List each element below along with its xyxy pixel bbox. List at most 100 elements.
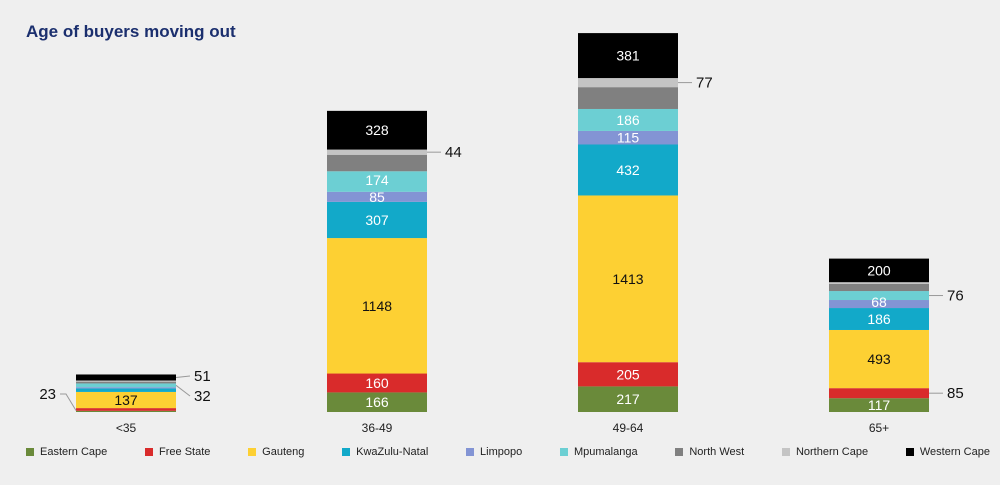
legend-swatch: [675, 448, 684, 456]
bar-segment-free-state: [76, 408, 176, 411]
bar-segment-gauteng: [578, 195, 678, 363]
legend-label: Gauteng: [262, 446, 305, 458]
bar-segment-north-west: [578, 87, 678, 109]
bar-segment-eastern-cape: [327, 392, 427, 412]
bar-segment-northern-cape: [76, 380, 176, 382]
legend-label: Western Cape: [919, 446, 990, 458]
x-tick-label: 65+: [869, 421, 889, 435]
bar-segment-limpopo: [76, 387, 176, 389]
data-label: 85: [947, 385, 964, 402]
legend-item: Northern Cape: [781, 446, 869, 458]
bar-segment-north-west: [327, 154, 427, 172]
data-label: 44: [445, 144, 462, 161]
legend-label: Northern Cape: [795, 446, 869, 458]
leader-line: [60, 393, 77, 411]
bar-segment-kwazulu-natal: [76, 388, 176, 392]
data-label: 205: [616, 366, 640, 382]
legend-swatch: [145, 448, 154, 456]
data-label: 381: [616, 48, 640, 64]
x-tick-label: 49-64: [613, 421, 644, 435]
legend-item: Mpumalanga: [560, 446, 638, 458]
data-label: 1413: [612, 271, 643, 287]
bar-segment-gauteng: [327, 238, 427, 374]
bar-segment-kwazulu-natal: [578, 144, 678, 196]
legend-label: North West: [689, 446, 745, 458]
data-label: 51: [194, 368, 211, 385]
bar-segment-northern-cape: [578, 78, 678, 88]
bar-segment-gauteng: [76, 391, 176, 409]
bar-segment-northern-cape: [829, 282, 929, 284]
data-label: 432: [616, 162, 640, 178]
chart-title: Age of buyers moving out: [26, 22, 236, 41]
legend-swatch: [248, 448, 257, 456]
legend-item: North West: [675, 446, 744, 458]
legend-label: Free State: [159, 446, 211, 458]
legend-item: KwaZulu-Natal: [342, 446, 428, 458]
bar-segment-western-cape: [829, 258, 929, 283]
bar-segment-north-west: [829, 283, 929, 292]
legend: Eastern Cape Free State Gauteng KwaZulu-Nat…: [26, 446, 990, 458]
data-label: 76: [947, 288, 964, 305]
data-label: 117: [868, 397, 891, 413]
legend-label: KwaZulu-Natal: [356, 446, 429, 458]
bar-segment-free-state: [327, 373, 427, 393]
data-label: 174: [365, 172, 389, 188]
data-label: 217: [616, 391, 640, 407]
legend-label: Eastern Cape: [40, 446, 108, 458]
bar-segment-mpumalanga: [327, 171, 427, 192]
legend-swatch: [905, 448, 914, 456]
bar-segment-limpopo: [578, 130, 678, 145]
bar-segment-western-cape: [578, 33, 678, 79]
legend-label: Limpopo: [480, 446, 523, 458]
data-label: 160: [365, 375, 389, 391]
bar-segment-kwazulu-natal: [829, 308, 929, 330]
data-label: 166: [365, 394, 389, 410]
bar-segment-northern-cape: [327, 149, 427, 155]
leader-line: [175, 384, 191, 397]
bar-segment-free-state: [578, 362, 678, 387]
leader-line: [175, 375, 191, 378]
data-label: 493: [867, 351, 891, 367]
data-label: 85: [369, 189, 385, 205]
legend-item: Free State: [145, 446, 210, 458]
legend-item: Western Cape: [905, 446, 990, 458]
legend-swatch: [466, 448, 475, 456]
bar-segment-gauteng: [829, 329, 929, 389]
bar-segment-kwazulu-natal: [327, 201, 427, 239]
data-label: 77: [696, 75, 713, 92]
legend-label: Mpumalanga: [574, 446, 638, 458]
bar-segment-western-cape: [76, 374, 176, 381]
bar-segment-eastern-cape: [76, 410, 176, 412]
legend-item: Limpopo: [466, 446, 522, 458]
x-tick-label: <35: [116, 421, 137, 435]
data-label: 32: [194, 388, 211, 405]
bar-segment-mpumalanga: [578, 108, 678, 131]
bar-segment-eastern-cape: [578, 386, 678, 412]
legend-item: Gauteng: [248, 446, 304, 458]
bar-segment-north-west: [76, 381, 176, 384]
legend-swatch: [342, 448, 351, 456]
legend-swatch: [26, 448, 34, 456]
data-label: 186: [616, 112, 640, 128]
bar-segment-free-state: [829, 388, 929, 399]
bar-segment-mpumalanga: [829, 291, 929, 301]
bar-segment-mpumalanga: [76, 383, 176, 388]
bar-segment-western-cape: [327, 110, 427, 150]
data-label: 115: [617, 130, 640, 146]
data-label: 68: [871, 294, 887, 310]
data-label: 1148: [362, 298, 392, 314]
bar-segment-limpopo: [327, 191, 427, 202]
data-label: 328: [365, 122, 389, 138]
legend-swatch: [560, 448, 568, 456]
x-tick-label: 36-49: [362, 421, 393, 435]
data-label: 137: [114, 392, 138, 408]
bar-segment-eastern-cape: [829, 398, 929, 412]
legend-swatch: [781, 448, 790, 456]
data-label: 307: [365, 212, 389, 228]
legend-item: Eastern Cape: [26, 446, 107, 458]
data-label: 186: [867, 311, 891, 327]
bar-segment-limpopo: [829, 300, 929, 309]
data-label: 200: [867, 262, 891, 278]
